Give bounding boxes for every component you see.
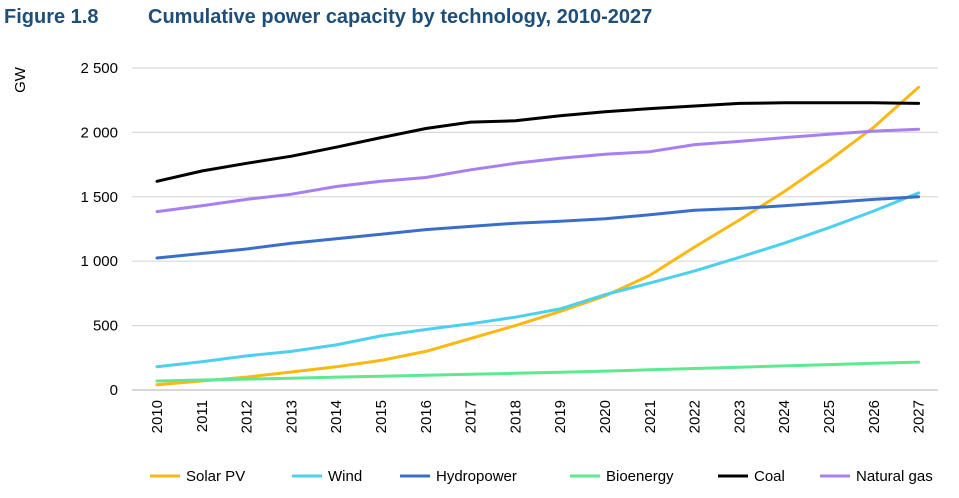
legend-label: Coal [754,468,785,485]
y-tick-label: 1 000 [80,253,118,270]
legend-label: Bioenergy [606,468,674,485]
x-tick-label: 2027 [911,400,928,433]
y-tick-label: 2 000 [80,124,118,141]
x-tick-label: 2018 [507,400,524,433]
y-tick-label: 500 [93,318,118,335]
y-tick-label: 1 500 [80,189,118,206]
y-tick-label: 2 500 [80,60,118,77]
x-tick-label: 2022 [687,400,704,433]
legend: Solar PV Wind Hydropower Bioenergy Coal Natur… [150,468,933,485]
legend-item-natural-gas: Natural gas [820,468,933,485]
legend-item-solar-pv: Solar PV [150,468,245,485]
x-tick-label: 2017 [463,400,480,433]
legend-label: Wind [328,468,362,485]
x-tick-label: 2026 [866,400,883,433]
y-axis-ticks: 0 500 1 000 1 500 2 000 2 500 [80,60,118,399]
series-line-wind [155,191,921,369]
x-tick-label: 2020 [597,400,614,433]
x-tick-label: 2021 [642,400,659,433]
y-tick-label: 0 [110,382,118,399]
x-tick-label: 2011 [194,400,211,432]
legend-item-wind: Wind [292,468,362,485]
series-line-natural-gas [155,127,921,214]
figure-label: Figure 1.8 [4,6,99,28]
x-tick-label: 2012 [239,400,256,433]
series-lines [155,85,921,387]
series-line-hydropower [155,195,921,260]
series-line-solar-pv [155,85,921,387]
legend-label: Hydropower [436,468,517,485]
legend-item-coal: Coal [718,468,785,485]
gridlines [132,67,938,391]
x-tick-label: 2019 [552,400,569,433]
x-tick-label: 2016 [418,400,435,433]
x-tick-label: 2025 [821,400,838,433]
legend-item-hydropower: Hydropower [400,468,517,485]
y-axis-label: GW [12,66,29,93]
x-tick-label: 2015 [373,400,390,433]
x-tick-label: 2013 [283,400,300,433]
legend-label: Solar PV [186,468,245,485]
legend-item-bioenergy: Bioenergy [570,468,674,485]
x-tick-label: 2023 [731,400,748,433]
legend-label: Natural gas [856,468,933,485]
x-tick-label: 2024 [776,400,793,433]
x-axis-ticks: 2010 2011 2012 2013 2014 2015 2016 2017 2018 2019… [149,400,928,433]
chart-title: Cumulative power capacity by technology,… [148,6,653,28]
series-line-bioenergy [155,360,921,383]
x-tick-label: 2014 [328,400,345,433]
x-tick-label: 2010 [149,400,166,433]
series-line-coal [155,101,921,183]
